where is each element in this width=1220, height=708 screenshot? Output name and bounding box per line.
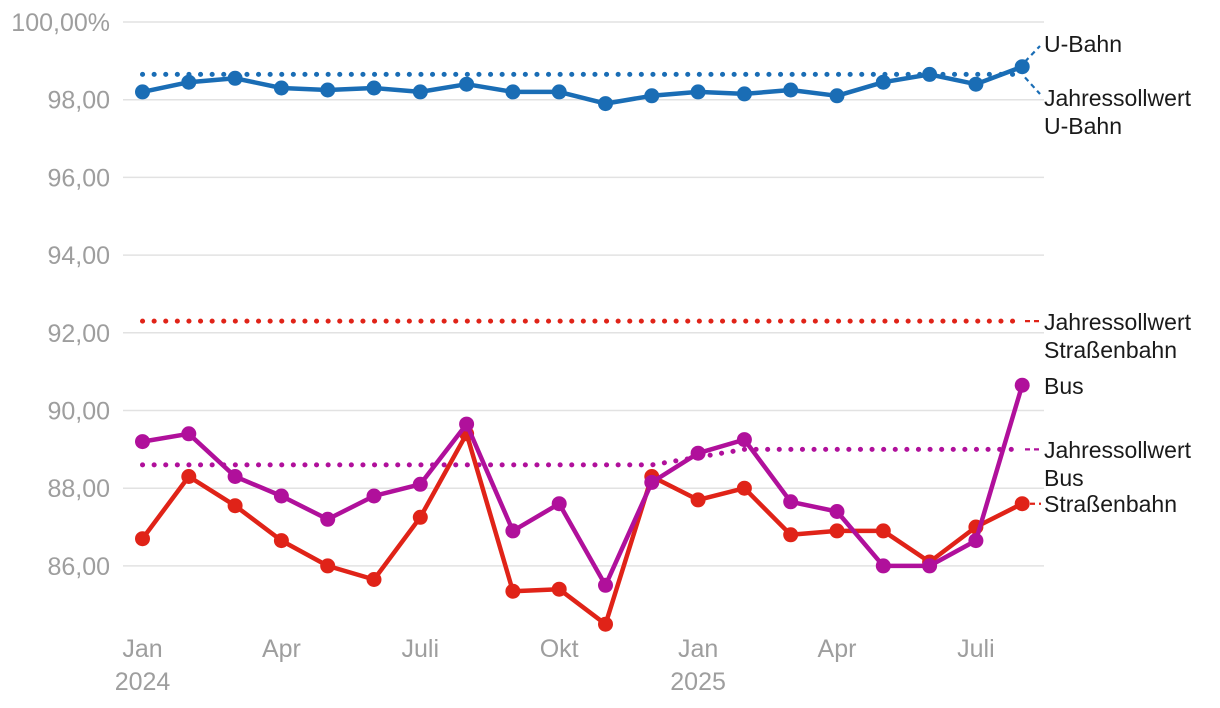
annotation-line: U-Bahn	[1044, 113, 1122, 139]
point-bus-jan-2024[interactable]	[135, 434, 150, 450]
point-u-bahn-dez-2024[interactable]	[644, 88, 660, 104]
point-bus-mär-2025[interactable]	[783, 494, 799, 510]
target-label-jahressollwert-u-bahn: Jahressollwert U-Bahn	[1044, 84, 1191, 140]
point-u-bahn-mär-2024[interactable]	[227, 70, 243, 86]
point-u-bahn-mai-2025[interactable]	[875, 74, 891, 90]
point-bus-juli-2024[interactable]	[412, 476, 428, 492]
point-u-bahn-nov-2024[interactable]	[598, 96, 613, 112]
point-strassenbahn-jan-2024[interactable]	[135, 531, 150, 547]
point-strassenbahn-jan-2025[interactable]	[690, 492, 706, 508]
point-strassenbahn-mär-2025[interactable]	[783, 527, 799, 543]
point-bus-okt-2024[interactable]	[551, 496, 567, 512]
target-label-jahressollwert-strassenbahn: Jahressollwert Straßenbahn	[1044, 308, 1191, 364]
x-tick-label: Apr	[262, 635, 301, 663]
series-line-strassenbahn	[140, 431, 1025, 627]
leader-u-bahn-label	[1024, 45, 1041, 63]
point-bus-jun-2024[interactable]	[366, 488, 382, 504]
point-bus-feb-2024[interactable]	[181, 426, 197, 442]
y-tick-label: 86,00	[47, 553, 110, 581]
point-strassenbahn-mai-2025[interactable]	[875, 523, 891, 539]
point-strassenbahn-okt-2024[interactable]	[551, 581, 567, 597]
point-strassenbahn-aug-2025[interactable]	[1014, 496, 1030, 512]
point-u-bahn-jan-2024[interactable]	[135, 84, 150, 100]
series-line-u-bahn	[140, 64, 1025, 106]
point-bus-mär-2024[interactable]	[227, 469, 243, 484]
y-tick-label: 94,00	[47, 242, 110, 270]
point-bus-mai-2025[interactable]	[875, 558, 891, 574]
point-bus-aug-2024[interactable]	[459, 416, 475, 432]
point-u-bahn-aug-2024[interactable]	[459, 76, 475, 92]
point-strassenbahn-juli-2024[interactable]	[412, 509, 428, 525]
point-strassenbahn-nov-2024[interactable]	[598, 616, 613, 632]
point-strassenbahn-feb-2025[interactable]	[736, 480, 752, 496]
point-strassenbahn-mär-2024[interactable]	[227, 498, 243, 514]
point-strassenbahn-apr-2024[interactable]	[273, 533, 289, 549]
point-u-bahn-juli-2024[interactable]	[412, 84, 428, 100]
y-tick-label: 88,00	[47, 475, 110, 503]
series-label-strassenbahn: Straßenbahn	[1044, 490, 1177, 518]
point-strassenbahn-mai-2024[interactable]	[320, 558, 336, 574]
x-tick-label: Jan	[678, 635, 718, 663]
point-u-bahn-feb-2024[interactable]	[181, 74, 197, 90]
point-u-bahn-apr-2024[interactable]	[273, 80, 289, 96]
annotation-line: Straßenbahn	[1044, 491, 1177, 517]
point-bus-sep-2024[interactable]	[505, 523, 521, 539]
leader-jahressollwert-u-bahn-label	[1024, 76, 1041, 95]
x-tick-label: Apr	[818, 635, 857, 663]
point-bus-juli-2025[interactable]	[968, 533, 984, 549]
x-tick-label: Jan	[122, 635, 162, 663]
x-tick-label: Juli	[957, 635, 995, 663]
annotation-line: Jahressollwert	[1044, 309, 1191, 335]
point-strassenbahn-jun-2024[interactable]	[366, 572, 382, 587]
point-strassenbahn-feb-2024[interactable]	[181, 469, 197, 484]
point-bus-apr-2024[interactable]	[273, 488, 289, 504]
point-u-bahn-sep-2024[interactable]	[505, 84, 521, 100]
series-label-u-bahn: U-Bahn	[1044, 30, 1122, 58]
point-bus-dez-2024[interactable]	[644, 474, 660, 490]
annotation-line: Bus	[1044, 465, 1084, 491]
point-u-bahn-jan-2025[interactable]	[690, 84, 706, 100]
x-tick-label: Okt	[540, 635, 579, 663]
target-label-jahressollwert-bus: Jahressollwert Bus	[1044, 436, 1191, 492]
annotation-line: Bus	[1044, 373, 1084, 399]
annotation-line: Jahressollwert	[1044, 85, 1191, 111]
x-tick-label: 2025	[670, 668, 726, 696]
point-strassenbahn-apr-2025[interactable]	[829, 523, 845, 539]
point-u-bahn-mai-2024[interactable]	[320, 82, 336, 98]
y-tick-label: 96,00	[47, 164, 110, 192]
y-tick-label: 90,00	[47, 398, 110, 426]
point-u-bahn-juli-2025[interactable]	[968, 76, 984, 92]
point-bus-feb-2025[interactable]	[736, 432, 752, 448]
series-line-bus	[140, 382, 1025, 588]
target-line-jahressollwert-bus	[140, 446, 1025, 468]
point-u-bahn-apr-2025[interactable]	[829, 88, 845, 104]
point-u-bahn-jun-2024[interactable]	[366, 80, 382, 96]
point-strassenbahn-sep-2024[interactable]	[505, 583, 521, 599]
point-u-bahn-feb-2025[interactable]	[736, 86, 752, 102]
point-bus-mai-2024[interactable]	[320, 511, 336, 527]
y-tick-label: 92,00	[47, 320, 110, 348]
point-bus-jun-2025[interactable]	[922, 558, 938, 574]
point-bus-jan-2025[interactable]	[690, 445, 706, 461]
annotation-line: Jahressollwert	[1044, 437, 1191, 463]
x-tick-label: 2024	[115, 668, 171, 696]
series-label-bus: Bus	[1044, 372, 1084, 400]
annotation-line: Straßenbahn	[1044, 337, 1177, 363]
annotation-line: U-Bahn	[1044, 31, 1122, 57]
point-bus-apr-2025[interactable]	[829, 504, 845, 519]
point-bus-nov-2024[interactable]	[598, 577, 613, 593]
y-tick-label: 100,00%	[11, 9, 110, 37]
point-u-bahn-jun-2025[interactable]	[922, 66, 938, 82]
point-u-bahn-okt-2024[interactable]	[551, 84, 567, 100]
point-u-bahn-mär-2025[interactable]	[783, 82, 799, 98]
point-bus-aug-2025[interactable]	[1014, 377, 1030, 393]
x-tick-label: Juli	[402, 635, 440, 663]
y-tick-label: 98,00	[47, 87, 110, 115]
point-u-bahn-aug-2025[interactable]	[1014, 59, 1030, 75]
